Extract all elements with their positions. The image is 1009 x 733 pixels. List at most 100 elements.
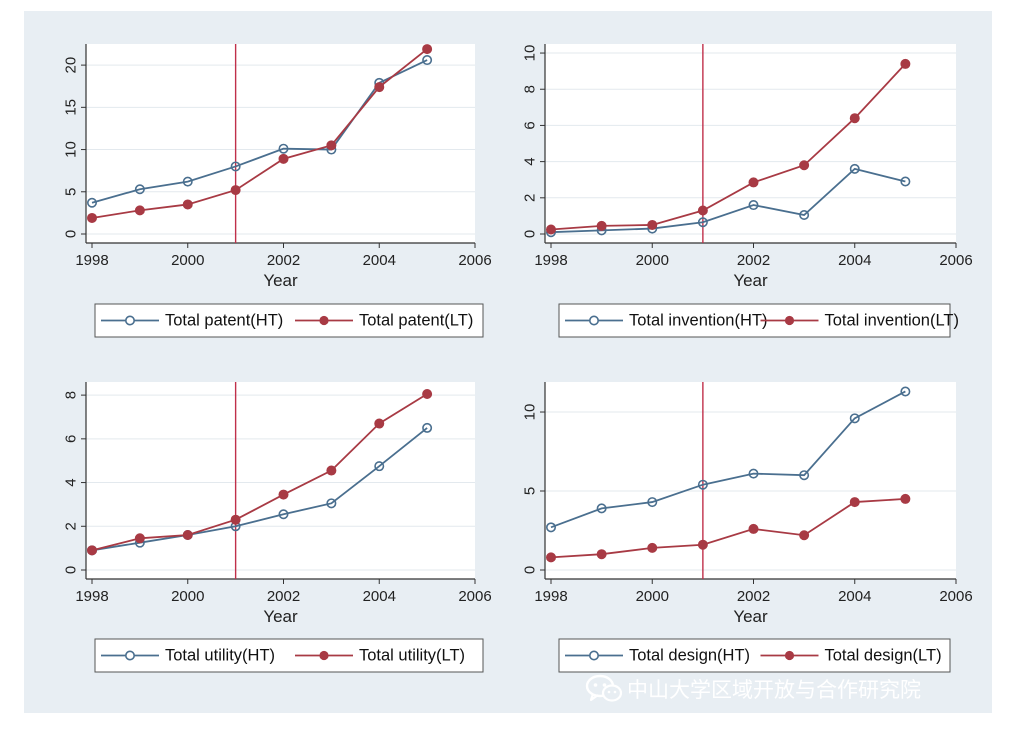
legend-marker xyxy=(784,650,795,661)
legend-marker xyxy=(125,315,136,326)
y-tick-label: 10 xyxy=(63,141,80,158)
data-point xyxy=(799,470,810,481)
legend-box xyxy=(558,638,951,673)
x-tick-label: 2004 xyxy=(363,588,396,605)
data-point xyxy=(230,514,241,525)
data-point xyxy=(326,465,337,476)
plot-area xyxy=(545,382,956,579)
legend-label: Total utility(LT) xyxy=(359,647,465,665)
data-point xyxy=(422,44,433,55)
data-point xyxy=(134,533,145,544)
series-line-lt xyxy=(550,498,906,559)
x-tick-label: 1998 xyxy=(75,252,108,269)
data-point xyxy=(697,479,708,490)
x-tick-label: 2002 xyxy=(737,588,770,605)
data-point xyxy=(748,177,759,188)
legend-box xyxy=(94,638,484,673)
data-point xyxy=(278,153,289,164)
x-tick-label: 2004 xyxy=(838,252,871,269)
legend-marker xyxy=(319,650,329,661)
x-tick-label: 1998 xyxy=(75,588,108,605)
legend-label: Total invention(HT) xyxy=(629,312,767,330)
chart-2: 0 2 4 6 8 10 1998 2000 2002 2004 2006 Year Total inv… xyxy=(522,44,973,338)
y-tick-label: 0 xyxy=(63,230,80,238)
x-tick-label: 1998 xyxy=(534,252,567,269)
legend: Total design(HT) Total design(LT) xyxy=(558,638,951,673)
x-tick-label: 2000 xyxy=(171,588,204,605)
chart-1: 0 5 10 15 20 1998 2000 2002 2004 2006 Year Total pa… xyxy=(63,44,492,338)
legend: Total invention(HT) Total invention(LT) xyxy=(558,303,960,338)
data-point xyxy=(697,539,708,550)
series-line-ht xyxy=(91,427,428,552)
y-tick-label: 0 xyxy=(522,566,539,574)
data-point xyxy=(326,498,337,509)
chart-3: 0 2 4 6 8 1998 2000 2002 2004 2006 Year Total utili… xyxy=(63,382,492,673)
legend-label: Total design(HT) xyxy=(629,647,750,665)
data-point xyxy=(900,58,911,69)
legend-marker xyxy=(125,650,136,661)
data-point xyxy=(849,113,860,124)
plot-area xyxy=(86,44,475,243)
data-point xyxy=(849,163,860,174)
y-tick-label: 5 xyxy=(63,188,80,196)
x-axis-label: Year xyxy=(263,607,298,626)
data-point xyxy=(799,530,810,541)
data-point xyxy=(799,210,810,221)
data-point xyxy=(900,386,911,397)
y-tick-label: 8 xyxy=(522,85,539,93)
wechat-watermark: 中山大学区域开放与合作研究院 xyxy=(585,673,921,705)
x-tick-label: 2004 xyxy=(363,252,396,269)
data-point xyxy=(697,217,708,228)
watermark-text: 中山大学区域开放与合作研究院 xyxy=(627,678,921,702)
legend-label: Total invention(LT) xyxy=(825,312,960,330)
data-point xyxy=(697,205,708,216)
x-tick-label: 2006 xyxy=(458,588,491,605)
x-axis-label: Year xyxy=(733,607,768,626)
data-point xyxy=(748,468,759,479)
x-tick-label: 1998 xyxy=(534,588,567,605)
y-tick-label: 0 xyxy=(63,566,80,574)
y-tick-label: 4 xyxy=(522,157,539,165)
x-tick-label: 2002 xyxy=(267,252,300,269)
x-axis-label: Year xyxy=(733,271,768,290)
legend: Total utility(HT) Total utility(LT) xyxy=(94,638,484,673)
legend-marker xyxy=(588,650,599,661)
data-point xyxy=(596,220,607,231)
legend-box xyxy=(558,303,951,338)
data-point xyxy=(374,418,385,429)
y-tick-label: 5 xyxy=(522,487,539,495)
data-point xyxy=(748,200,759,211)
y-tick-label: 4 xyxy=(63,478,80,486)
series-line-lt xyxy=(91,393,428,552)
data-point xyxy=(182,176,193,187)
data-point xyxy=(87,197,98,208)
y-tick-label: 20 xyxy=(63,57,80,74)
legend-label: Total patent(LT) xyxy=(359,312,473,330)
legend: Total patent(HT) Total patent(LT) xyxy=(94,303,484,338)
data-point xyxy=(182,530,193,541)
data-point xyxy=(182,199,193,210)
y-tick-label: 2 xyxy=(522,194,539,202)
data-point xyxy=(374,82,385,93)
series-line-lt xyxy=(91,48,428,219)
x-tick-label: 2000 xyxy=(636,588,669,605)
data-point xyxy=(596,503,607,514)
data-point xyxy=(596,549,607,560)
data-point xyxy=(647,219,658,230)
wechat-icon xyxy=(585,674,623,702)
data-point xyxy=(134,184,145,195)
data-point xyxy=(230,161,241,172)
data-point xyxy=(900,176,911,187)
data-point xyxy=(546,224,557,235)
x-tick-label: 2006 xyxy=(458,252,491,269)
data-point xyxy=(900,493,911,504)
series-line-lt xyxy=(550,63,907,231)
plot-area xyxy=(545,44,956,243)
data-point xyxy=(748,523,759,534)
chart-4: 0 5 10 1998 2000 2002 2004 2006 Year Total design… xyxy=(522,382,973,673)
x-axis-label: Year xyxy=(263,271,298,290)
data-point xyxy=(422,422,433,433)
y-tick-label: 15 xyxy=(63,99,80,116)
data-point xyxy=(374,461,385,472)
